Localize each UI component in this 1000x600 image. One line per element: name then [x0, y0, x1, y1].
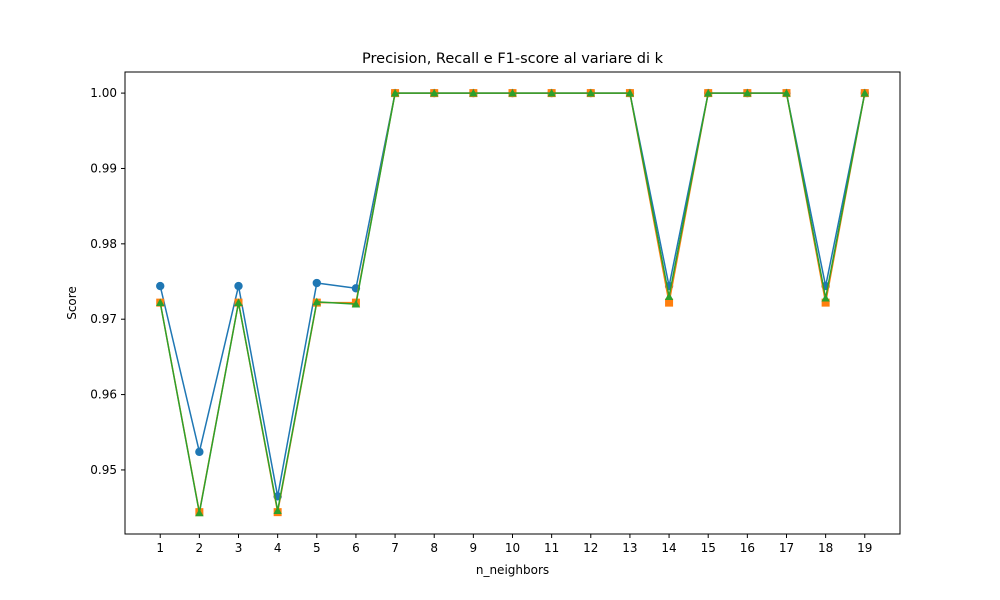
x-tick-label: 10	[505, 541, 520, 555]
data-point	[430, 88, 439, 97]
x-tick-label: 4	[274, 541, 282, 555]
y-tick-label: 1.00	[90, 86, 117, 100]
data-point	[351, 299, 361, 308]
data-point	[625, 88, 635, 97]
y-tick-label: 0.97	[90, 312, 117, 326]
y-tick-label: 0.96	[90, 388, 117, 402]
data-point	[586, 88, 595, 97]
y-tick-label: 0.98	[90, 237, 117, 251]
data-point	[860, 88, 869, 97]
x-tick-label: 13	[622, 541, 637, 555]
data-point	[469, 88, 478, 97]
x-tick-label: 14	[661, 541, 676, 555]
x-tick-label: 6	[352, 541, 360, 555]
x-tick-label: 8	[430, 541, 438, 555]
x-tick-label: 19	[857, 541, 872, 555]
x-tick-label: 9	[470, 541, 478, 555]
data-point	[156, 298, 165, 306]
chart-title: Precision, Recall e F1-score al variare …	[362, 51, 664, 67]
data-point	[390, 88, 400, 97]
y-tick-label: 0.95	[90, 463, 117, 477]
data-point	[195, 508, 204, 517]
y-tick-label: 0.99	[90, 161, 117, 175]
x-tick-label: 17	[779, 541, 794, 555]
data-point	[234, 298, 243, 306]
data-point	[547, 88, 556, 97]
x-tick-label: 16	[740, 541, 755, 555]
data-point	[312, 278, 321, 288]
data-point	[782, 88, 791, 97]
x-tick-label: 15	[701, 541, 716, 555]
data-point	[508, 88, 517, 97]
x-tick-label: 2	[196, 541, 204, 555]
x-tick-label: 1	[156, 541, 164, 555]
data-point	[234, 281, 243, 291]
data-point	[156, 281, 165, 291]
x-axis: 1 2 3 4 5 6 7 8 9 10 11 12 13 14 15 16 17 18 19	[156, 534, 872, 555]
data-point	[312, 297, 321, 306]
x-tick-label: 18	[818, 541, 833, 555]
y-axis-label: Score	[65, 286, 79, 320]
data-point	[665, 298, 674, 307]
x-tick-label: 7	[391, 541, 399, 555]
data-point	[273, 506, 282, 514]
data-point	[743, 88, 752, 97]
y-axis: 0.95 0.96 0.97 0.98 0.99 1.00	[90, 86, 125, 477]
x-tick-label: 3	[235, 541, 243, 555]
data-point	[704, 88, 713, 97]
x-axis-label: n_neighbors	[476, 563, 549, 577]
data-point	[821, 298, 830, 307]
data-point	[821, 293, 830, 302]
data-point	[664, 292, 674, 300]
x-tick-label: 12	[583, 541, 598, 555]
x-tick-label: 11	[544, 541, 559, 555]
series-layer	[156, 88, 869, 517]
series-3	[156, 88, 869, 517]
data-point	[195, 447, 204, 457]
x-tick-label: 5	[313, 541, 321, 555]
